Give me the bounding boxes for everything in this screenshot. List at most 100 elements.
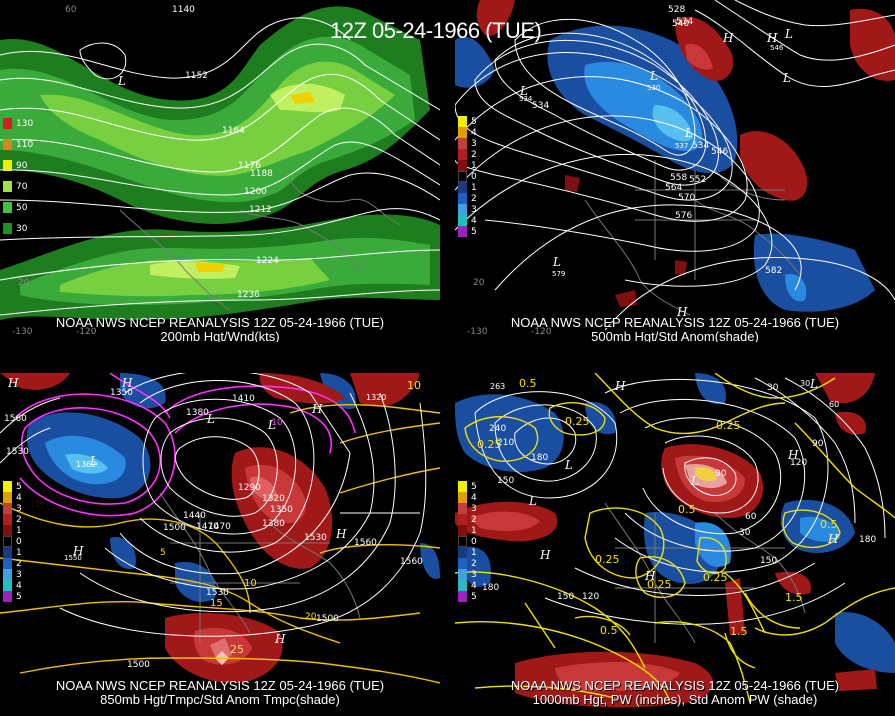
pw-dry-anomaly [455, 394, 564, 473]
height-contour-label: 1236 [237, 290, 260, 300]
height-contour-label: 1188 [250, 169, 273, 179]
colorbar-label: 4 [471, 492, 477, 503]
height-contour-label: 1290 [238, 483, 261, 493]
height-contour-label: 570 [678, 193, 695, 203]
height-contour-label: 1470 [208, 522, 231, 532]
height-contour-label: 150 [760, 556, 777, 566]
height-contour-label: 1320 [262, 494, 285, 504]
map-500mb: 528 534 540 534 546 534 530 537 534 546 … [455, 0, 895, 337]
panel-850mb: 1560 1530 1350 1380 1410 1440 1470 1500 … [0, 373, 440, 716]
colorbar-500mb: 5 4 3 2 1 0 1 2 3 4 5 [458, 116, 477, 237]
low-pressure-marker: L [519, 84, 528, 98]
colorbar-swatch [3, 202, 12, 213]
height-contour-label: 1380 [186, 408, 209, 418]
magenta-contour-label: -10 [268, 418, 283, 428]
high-pressure-marker: H [644, 569, 656, 583]
colorbar-entry: 4 [458, 215, 477, 226]
grid-tick-label: -130 [467, 327, 488, 337]
height-contour-label: 1560 [4, 414, 27, 424]
height-contour-label: 1530 [6, 447, 29, 457]
colorbar-label: 2 [471, 514, 477, 525]
height-contour-label: 1470 [196, 522, 219, 532]
colorbar-swatch [3, 492, 12, 503]
colorbar-label: 4 [16, 492, 22, 503]
colorbar-swatch [458, 215, 467, 226]
high-pressure-marker: H [72, 544, 84, 558]
colorbar-swatch [458, 558, 467, 569]
low-pressure-marker: L [649, 69, 658, 83]
grid-tick-label: 20 [473, 278, 485, 288]
height-contour-label: 90 [812, 439, 824, 449]
low-pressure-marker: L [117, 74, 126, 88]
yellow-contour-label: 0.5 [600, 624, 618, 637]
high-pressure-marker: H [7, 376, 19, 390]
map-850mb: 1560 1530 1350 1380 1410 1440 1470 1500 … [0, 373, 440, 684]
colorbar-label: 1 [471, 182, 477, 193]
colorbar-entry: 110 [3, 139, 33, 150]
colorbar-label: 1 [471, 525, 477, 536]
colorbar-swatch [3, 481, 12, 492]
colorbar-label: 5 [16, 591, 22, 602]
height-contour-label: 534 [519, 95, 533, 103]
height-contour-label: 1530 [206, 588, 229, 598]
high-pressure-marker: H [766, 31, 778, 45]
main-title: 12Z 05-24-1966 (TUE) [330, 18, 542, 43]
colorbar-label: 3 [471, 138, 477, 149]
colorbar-label: 5 [471, 226, 477, 237]
caption-line: 500mb Hgt/Std Anom(shade) [591, 329, 759, 343]
height-contour-label: 1560 [400, 557, 423, 567]
yellow-contour-label: 0.25 [595, 553, 620, 566]
colorbar-swatch [3, 118, 12, 129]
colorbar-entry: 5 [458, 591, 477, 602]
colorbar-label: 110 [16, 139, 34, 150]
yellow-contour-label: 0.25 [647, 578, 672, 591]
caption-line: NOAA NWS NCEP REANALYSIS 12Z 05-24-1966 … [55, 315, 385, 330]
colorbar-swatch [458, 182, 467, 193]
height-contour-label: 546 [770, 44, 784, 52]
colorbar-swatch [458, 547, 467, 558]
colorbar-entry: 1 [3, 525, 22, 536]
colorbar-entry: 1 [458, 182, 477, 193]
colorbar-swatch [458, 204, 467, 215]
caption-line: 200mb Hgt/Wnd(kts) [160, 329, 280, 343]
colorbar-swatch [3, 547, 12, 558]
colorbar-1000mb: 5 4 3 2 1 0 1 2 3 4 5 [458, 481, 477, 602]
caption-line: 850mb Hgt/Tmpc/Std Anom Tmpc(shade) [100, 692, 340, 707]
grid-tick-label: 20 [18, 278, 30, 288]
caption-line: NOAA NWS NCEP REANALYSIS 12Z 05-24-1966 … [510, 678, 840, 693]
colorbar-label: 1 [471, 160, 477, 171]
height-contour-label: 530 [647, 84, 660, 92]
colorbar-swatch [3, 569, 12, 580]
yellow-contour-label: 20 [305, 612, 317, 622]
colorbar-entry: 4 [458, 492, 477, 503]
colorbar-entry: 3 [458, 138, 477, 149]
yellow-contour-label: 15 [210, 598, 223, 609]
height-contour-label: 552 [689, 175, 706, 185]
height-contour-label: 1530 [304, 533, 327, 543]
colorbar-entry: 5 [458, 226, 477, 237]
height-contour-label: 546 [711, 147, 728, 157]
colorbar-swatch [3, 181, 12, 192]
height-contour-label: 1500 [127, 660, 150, 670]
yellow-contour-label: 10 [244, 578, 257, 589]
caption-850mb: NOAA NWS NCEP REANALYSIS 12Z 05-24-1966 … [0, 679, 440, 707]
yellow-contour-label: 25 [230, 643, 244, 656]
pos-anomaly [675, 16, 734, 81]
height-contour-label: 576 [675, 211, 692, 221]
caption-200mb: NOAA NWS NCEP REANALYSIS 12Z 05-24-1966 … [0, 315, 440, 343]
height-contour-label: 180 [531, 453, 548, 463]
colorbar-label: 1 [16, 525, 22, 536]
colorbar-entry: 4 [458, 127, 477, 138]
yellow-contour-label: 1.5 [785, 591, 803, 604]
height-contour-label: 30 [800, 379, 810, 388]
colorbar-swatch [458, 149, 467, 160]
colorbar-entry: 50 [3, 202, 33, 213]
colorbar-entry: 30 [3, 223, 33, 234]
height-contour-label: 1200 [244, 187, 267, 197]
colorbar-swatch [458, 193, 467, 204]
height-contour-label: 1560 [354, 538, 377, 548]
colorbar-swatch [458, 481, 467, 492]
height-contour-label: 1350 [110, 388, 133, 398]
grid-tick-label: -120 [531, 327, 552, 337]
colorbar-label: 30 [16, 223, 28, 234]
